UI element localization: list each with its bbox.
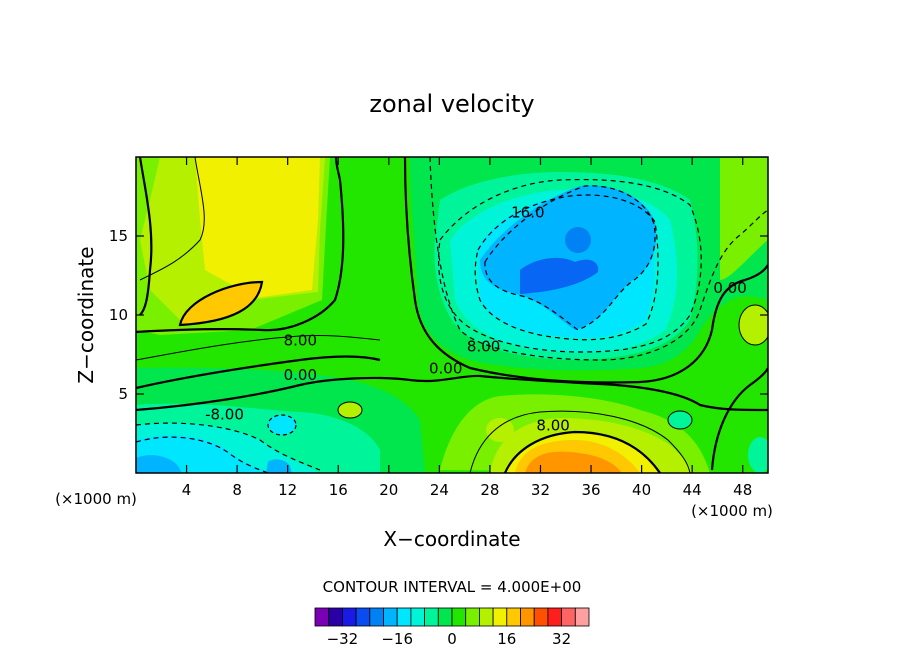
contour-label: 16.0 — [511, 203, 544, 221]
x-tick-label: 12 — [278, 481, 297, 499]
cool-blob — [268, 415, 296, 435]
contour-line — [337, 401, 363, 419]
x-unit-label-right: (×1000 m) — [691, 502, 773, 520]
cool-blob-3 — [748, 437, 768, 473]
band-m16-up — [480, 185, 657, 330]
y-tick-label: 15 — [109, 227, 128, 245]
colorbar-swatch — [520, 607, 535, 627]
contour-line — [438, 178, 702, 353]
band-16 — [195, 157, 320, 298]
contour-line — [484, 185, 656, 331]
contour-line — [136, 334, 381, 361]
contour-line — [136, 422, 321, 471]
x-tick-label: 32 — [531, 481, 550, 499]
cool-blob-2 — [668, 411, 692, 429]
x-tick-label: 20 — [379, 481, 398, 499]
colorbar-swatch — [492, 607, 508, 627]
x-unit-label-left: (×1000 m) — [55, 490, 137, 508]
colorbar-tick-label: 16 — [497, 630, 516, 648]
contour-label: 0.00 — [429, 360, 462, 378]
colorbar-tick-label: −16 — [381, 630, 413, 648]
band-20 — [180, 282, 262, 325]
contour-line — [139, 157, 205, 281]
band-m20-up — [520, 257, 599, 294]
colorbar-tick-label: 0 — [447, 630, 457, 648]
band-m16b — [266, 459, 292, 473]
colorbar-tick-label: 32 — [552, 630, 571, 648]
contour-line — [403, 157, 768, 384]
contour-label: 8.00 — [467, 338, 500, 356]
contour-line — [136, 355, 381, 390]
colorbar: −32 −16 0 16 32 — [314, 607, 590, 648]
x-axis: 4 8 12 16 20 24 28 32 36 40 44 48 — [182, 157, 752, 499]
filled-contours — [136, 157, 768, 473]
contour-label: 8.00 — [284, 331, 317, 349]
contour-label: -8.00 — [205, 406, 244, 424]
contour-line — [138, 157, 153, 316]
contour-line — [503, 430, 661, 473]
x-tick-label: 48 — [733, 481, 752, 499]
y-axis-title: Z−coordinate — [74, 246, 98, 383]
contour-line — [469, 410, 691, 473]
x-tick-label: 28 — [480, 481, 499, 499]
contour-lines — [136, 157, 768, 473]
colorbar-swatch — [383, 607, 398, 627]
band-m20-blob — [565, 227, 591, 253]
y-axis: 5 10 15 — [109, 227, 768, 403]
x-tick-label: 16 — [329, 481, 348, 499]
colorbar-swatch — [328, 607, 343, 627]
contour-labels: 16.0 8.00 0.00 0.00 8.00 0.00 -8.00 8.00 — [205, 203, 747, 434]
band-m16 — [136, 455, 182, 473]
contour-line — [710, 367, 768, 471]
x-tick-label: 40 — [632, 481, 651, 499]
colorbar-swatch — [574, 607, 590, 627]
contour-line — [178, 280, 264, 327]
colorbar-swatch — [341, 607, 357, 627]
colorbar-swatch — [314, 607, 330, 627]
x-tick-label: 44 — [683, 481, 702, 499]
warm-blob — [338, 402, 362, 418]
colorbar-swatch — [533, 607, 549, 627]
colorbar-swatch — [451, 607, 467, 627]
colorbar-tick-label: −32 — [327, 630, 359, 648]
colorbar-swatch — [355, 607, 371, 627]
x-tick-label: 36 — [581, 481, 600, 499]
colorbar-swatch — [369, 607, 384, 627]
x-tick-label: 4 — [182, 481, 192, 499]
x-tick-label: 24 — [430, 481, 449, 499]
contour-line — [474, 194, 659, 341]
colorbar-swatch — [396, 607, 412, 627]
contour-line — [267, 414, 297, 436]
chart-title: zonal velocity — [369, 90, 534, 118]
colorbar-swatch — [410, 607, 425, 627]
contour-line — [136, 374, 768, 412]
y-tick-label: 5 — [118, 385, 128, 403]
contour-line — [136, 436, 269, 473]
contour-interval-text: CONTOUR INTERVAL = 4.000E+00 — [323, 578, 582, 596]
y-tick-label: 10 — [109, 306, 128, 324]
contour-line — [429, 157, 768, 361]
band-24-low — [525, 451, 622, 473]
band-8-right — [720, 158, 768, 280]
x-axis-title: X−coordinate — [383, 527, 520, 551]
contour-label: 8.00 — [536, 417, 569, 435]
colorbar-swatch — [437, 607, 453, 627]
colorbar-swatch — [561, 607, 576, 627]
contour-label: 0.00 — [713, 279, 746, 297]
colorbar-swatch — [547, 607, 563, 627]
contour-line — [136, 157, 345, 334]
colorbar-swatch — [478, 607, 494, 627]
contour-line — [667, 410, 693, 430]
colorbar-swatch — [424, 607, 439, 627]
colorbar-swatch — [465, 607, 480, 627]
contour-line — [738, 304, 768, 346]
plot-area — [136, 157, 768, 473]
contour-label: 0.00 — [284, 366, 317, 384]
colorbar-swatch — [506, 607, 521, 627]
warm-blob-2 — [486, 418, 514, 442]
x-tick-label: 8 — [232, 481, 242, 499]
